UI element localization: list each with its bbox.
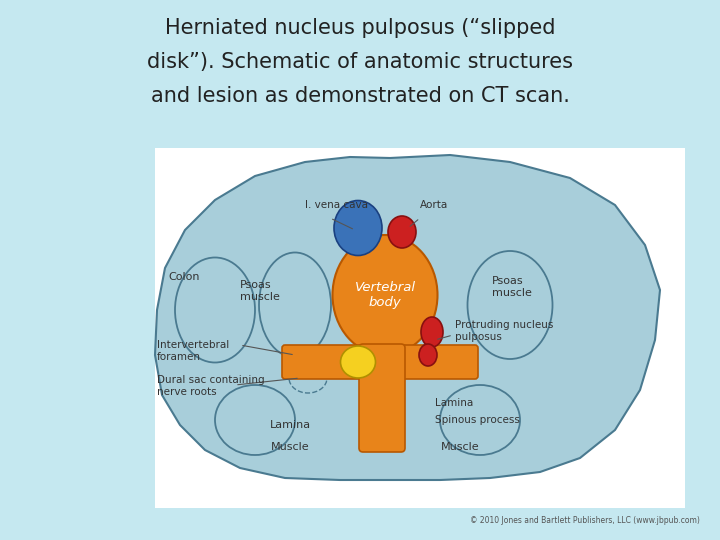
Text: and lesion as demonstrated on CT scan.: and lesion as demonstrated on CT scan.: [150, 86, 570, 106]
FancyBboxPatch shape: [155, 148, 685, 508]
Text: Psoas
muscle: Psoas muscle: [240, 280, 280, 302]
Text: Colon: Colon: [168, 272, 199, 282]
FancyBboxPatch shape: [282, 345, 368, 379]
Ellipse shape: [421, 317, 443, 347]
Text: I. vena cava: I. vena cava: [305, 200, 368, 210]
Text: Intervertebral
foramen: Intervertebral foramen: [157, 340, 229, 362]
Ellipse shape: [388, 216, 416, 248]
Text: Protruding nucleus
pulposus: Protruding nucleus pulposus: [455, 320, 554, 342]
Text: disk”). Schematic of anatomic structures: disk”). Schematic of anatomic structures: [147, 52, 573, 72]
Polygon shape: [155, 155, 660, 480]
Text: Spinous process: Spinous process: [435, 415, 520, 425]
Text: Lamina: Lamina: [435, 398, 473, 408]
Text: Psoas
muscle: Psoas muscle: [492, 276, 532, 298]
Ellipse shape: [333, 235, 438, 355]
Text: Aorta: Aorta: [420, 200, 449, 210]
Ellipse shape: [334, 200, 382, 255]
FancyBboxPatch shape: [387, 345, 478, 379]
Text: Muscle: Muscle: [441, 442, 480, 452]
Ellipse shape: [341, 346, 376, 378]
Text: © 2010 Jones and Bartlett Publishers, LLC (www.jbpub.com): © 2010 Jones and Bartlett Publishers, LL…: [470, 516, 700, 525]
FancyBboxPatch shape: [359, 344, 405, 452]
Text: Vertebral
body: Vertebral body: [354, 281, 415, 309]
Text: Lamina: Lamina: [269, 420, 310, 430]
Ellipse shape: [419, 344, 437, 366]
Text: Dural sac containing
nerve roots: Dural sac containing nerve roots: [157, 375, 265, 396]
Text: Muscle: Muscle: [271, 442, 310, 452]
Text: Herniated nucleus pulposus (“slipped: Herniated nucleus pulposus (“slipped: [165, 18, 555, 38]
